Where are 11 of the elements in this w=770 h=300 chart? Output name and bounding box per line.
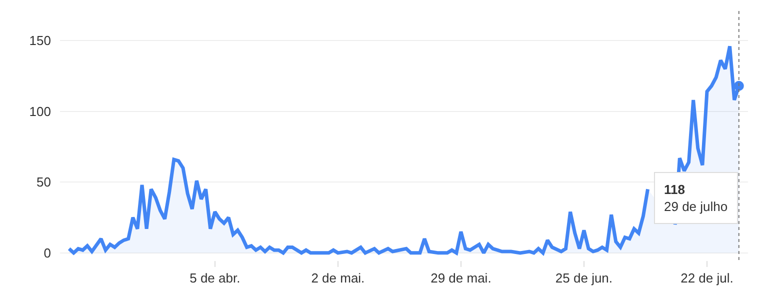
x-tick-label: 22 de jul. xyxy=(680,270,734,286)
x-tick-label: 29 de mai. xyxy=(430,270,492,286)
y-tick-label: 100 xyxy=(29,104,51,119)
x-tick-label: 2 de mai. xyxy=(311,270,365,286)
y-tick-label: 50 xyxy=(36,174,51,190)
x-tick-label: 5 de abr. xyxy=(190,270,240,286)
x-tick-label: 25 de jun. xyxy=(555,270,613,286)
annotation: 118 xyxy=(664,182,685,197)
y-tick-label: 150 xyxy=(29,33,51,48)
y-tick-label: 0 xyxy=(44,245,51,260)
annotation: 29 de julho xyxy=(664,198,728,214)
